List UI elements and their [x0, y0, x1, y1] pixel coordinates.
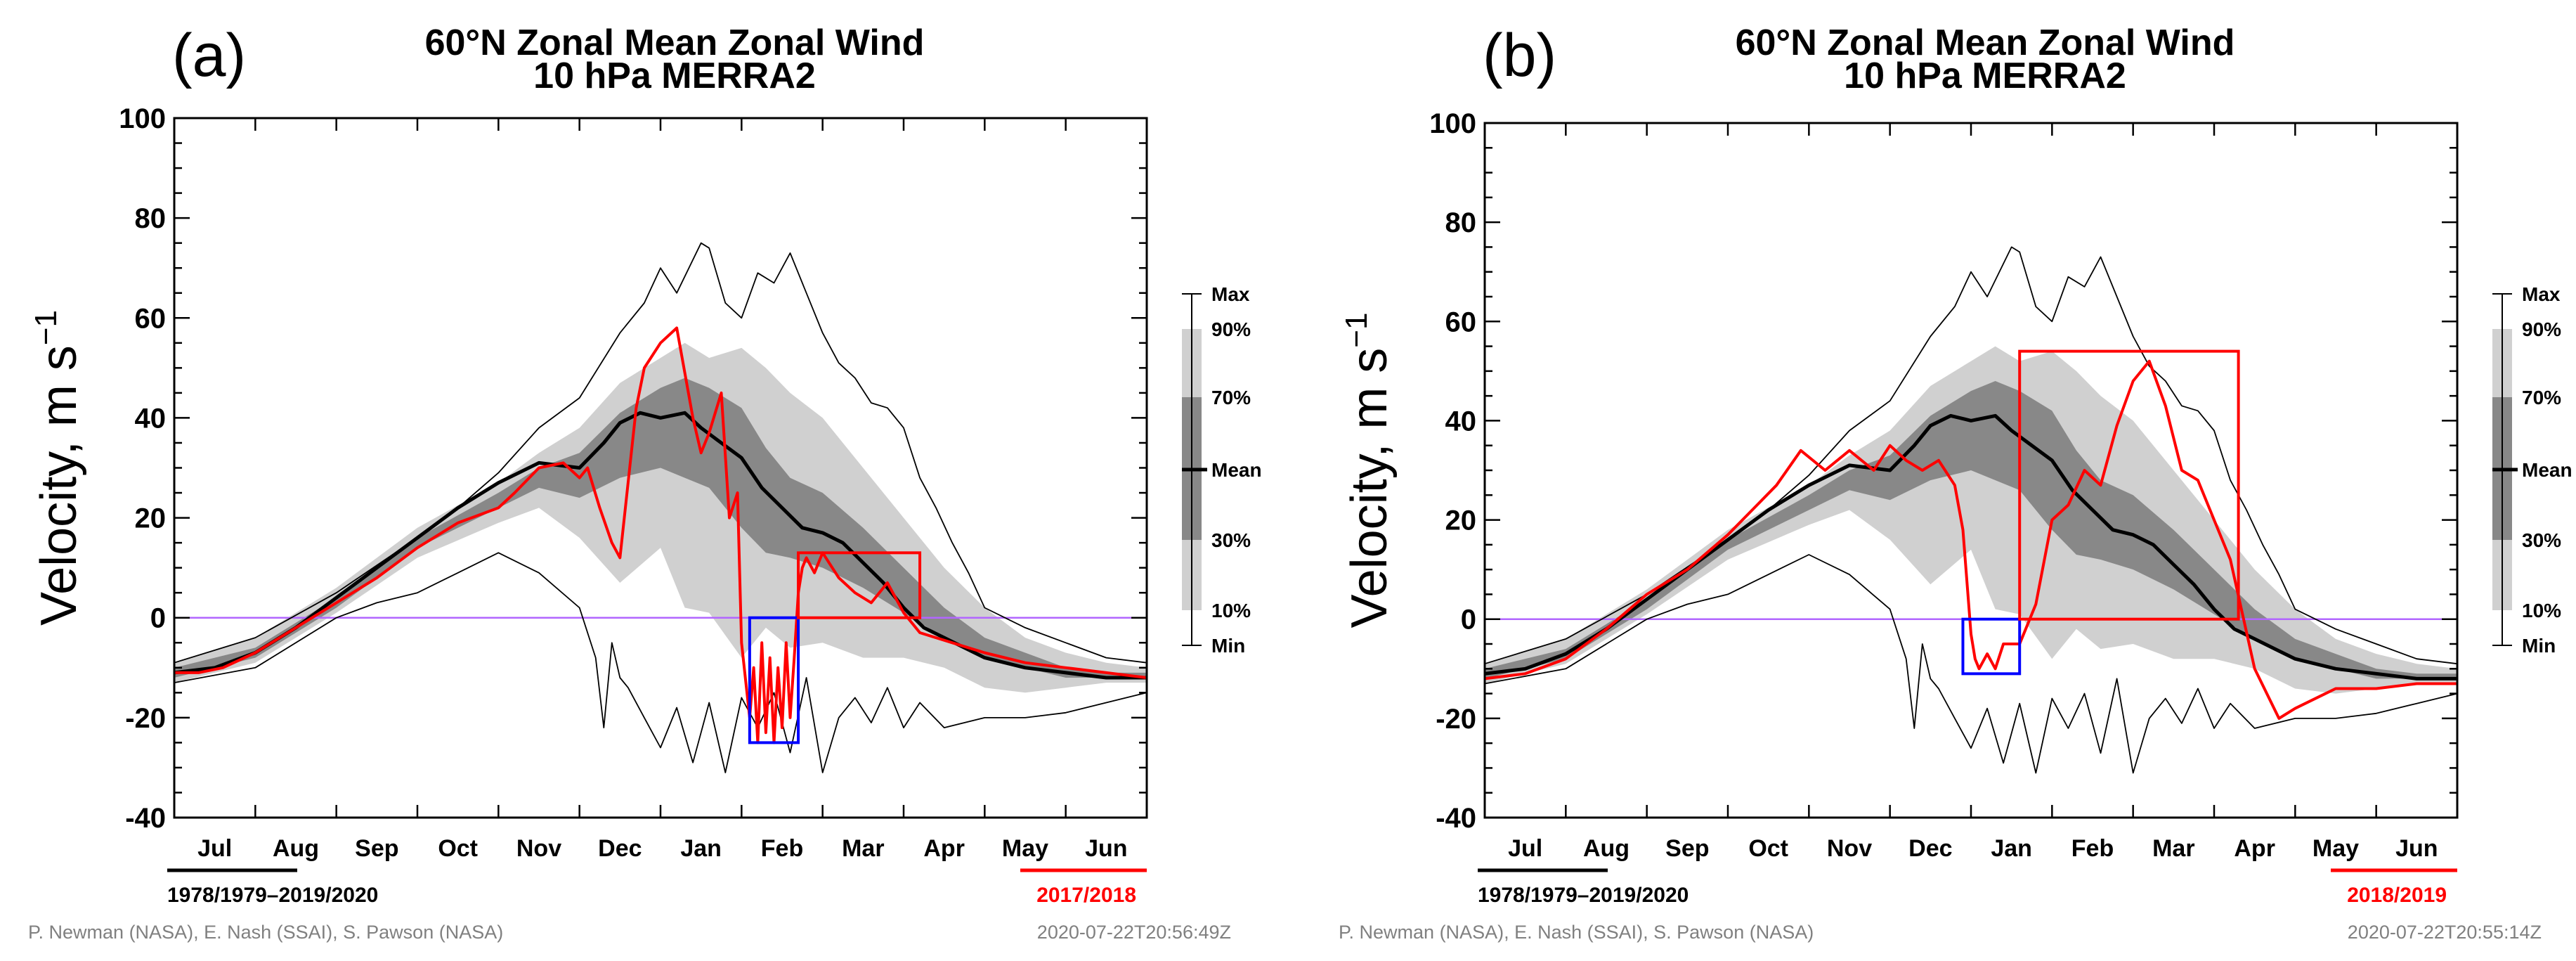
legend-entry: Min [2522, 635, 2556, 657]
credit-text: P. Newman (NASA), E. Nash (SSAI), S. Paw… [28, 922, 503, 943]
month-label: Dec [598, 835, 642, 862]
year-label: 2018/2019 [2347, 884, 2447, 907]
month-label: Jun [1085, 835, 1127, 862]
band-30%-70% [174, 378, 1147, 678]
legend-entry: 10% [2522, 600, 2561, 621]
month-label: Jul [197, 835, 232, 862]
timestamp: 2020-07-22T20:56:49Z [1037, 922, 1231, 943]
chart-title: 60°N Zonal Mean Zonal Wind [425, 22, 925, 63]
y-axis-label-exponent: −1 [1339, 313, 1374, 348]
highlight-box-1 [2018, 349, 2240, 621]
month-label: Feb [2071, 835, 2114, 862]
ytick-label: 60 [135, 303, 167, 334]
y-axis-label-main: Velocity, m s [31, 345, 87, 626]
panel-label: (b) [1483, 22, 1556, 89]
month-label: Apr [2234, 835, 2275, 862]
legend-entry: Mean [1211, 459, 1262, 481]
legend-entry: 90% [1211, 318, 1251, 340]
month-label: Aug [1583, 835, 1629, 862]
series-line-2018-2019 [1484, 359, 2457, 720]
legend-entry: 90% [2522, 318, 2561, 340]
ytick-label: 80 [135, 203, 167, 234]
y-axis-label-exponent: −1 [29, 310, 63, 345]
ytick-label: 100 [119, 103, 166, 134]
month-label: Aug [273, 835, 319, 862]
series-line-Min [1484, 554, 2458, 774]
ytick-label: 40 [1445, 406, 1477, 437]
legend-entry: Max [1211, 283, 1250, 305]
month-label: Feb [761, 835, 803, 862]
year-label: 2017/2018 [1036, 884, 1136, 907]
ytick-label: 20 [1445, 505, 1477, 536]
ytick-label: 60 [1445, 307, 1477, 337]
month-label: Dec [1908, 835, 1952, 862]
legend-entry: 70% [1211, 387, 1251, 408]
series-line-Min [174, 552, 1147, 773]
month-label: Sep [355, 835, 398, 862]
month-label: Nov [516, 835, 561, 862]
chart-subtitle: 10 hPa MERRA2 [1844, 56, 2126, 96]
climatology-label: 1978/1979–2019/2020 [167, 884, 378, 907]
ytick-label: 0 [150, 603, 166, 634]
ytick-label: 100 [1429, 108, 1476, 139]
chart-title: 60°N Zonal Mean Zonal Wind [1736, 22, 2235, 63]
ytick-label: 20 [135, 503, 167, 534]
month-label: May [1002, 835, 1048, 862]
band-30%-70% [1485, 381, 2457, 679]
month-label: Nov [1827, 835, 1872, 862]
series-line-Max [174, 242, 1147, 664]
month-label: Jun [2395, 835, 2438, 862]
legend-entry: 30% [2522, 529, 2561, 551]
ytick-label: -20 [125, 703, 166, 734]
highlight-box-0 [1961, 617, 2022, 676]
legend-entry: Min [1211, 635, 1245, 657]
legend-entry: Mean [2522, 459, 2572, 481]
y-axis-label: Velocity, m s−1 [1339, 313, 1398, 628]
month-label: Sep [1665, 835, 1709, 862]
y-axis-label-main: Velocity, m s [1341, 348, 1398, 628]
ytick-label: -20 [1436, 704, 1476, 735]
highlight-box-0 [748, 616, 800, 744]
highlight-box-1 [797, 551, 922, 619]
climatology-label: 1978/1979–2019/2020 [1478, 884, 1689, 907]
month-label: Oct [438, 835, 478, 862]
month-label: Apr [923, 835, 965, 862]
ytick-label: -40 [125, 803, 166, 834]
timestamp: 2020-07-22T20:55:14Z [2348, 922, 2542, 943]
series-line-Max [1484, 246, 2458, 665]
legend-entry: 10% [1211, 600, 1251, 621]
month-label: Jul [1508, 835, 1542, 862]
month-label: Mar [842, 835, 884, 862]
credit-text: P. Newman (NASA), E. Nash (SSAI), S. Paw… [1339, 922, 1814, 943]
panel-label: (a) [172, 22, 246, 89]
series-line-2017-2018 [174, 326, 1147, 744]
y-axis-label: Velocity, m s−1 [29, 310, 87, 626]
chart-subtitle: 10 hPa MERRA2 [533, 56, 816, 96]
month-label: May [2312, 835, 2359, 862]
ytick-label: 0 [1461, 605, 1476, 636]
ytick-label: 40 [135, 403, 167, 434]
legend-entry: Max [2522, 283, 2561, 305]
legend-entry: 30% [1211, 529, 1251, 551]
month-label: Jan [1991, 835, 2032, 862]
ytick-label: -40 [1436, 803, 1476, 834]
legend-entry: 70% [2522, 387, 2561, 408]
ytick-label: 80 [1445, 207, 1477, 238]
month-label: Jan [680, 835, 722, 862]
month-label: Oct [1748, 835, 1788, 862]
month-label: Mar [2152, 835, 2194, 862]
series-line-Mean [1484, 413, 2457, 681]
